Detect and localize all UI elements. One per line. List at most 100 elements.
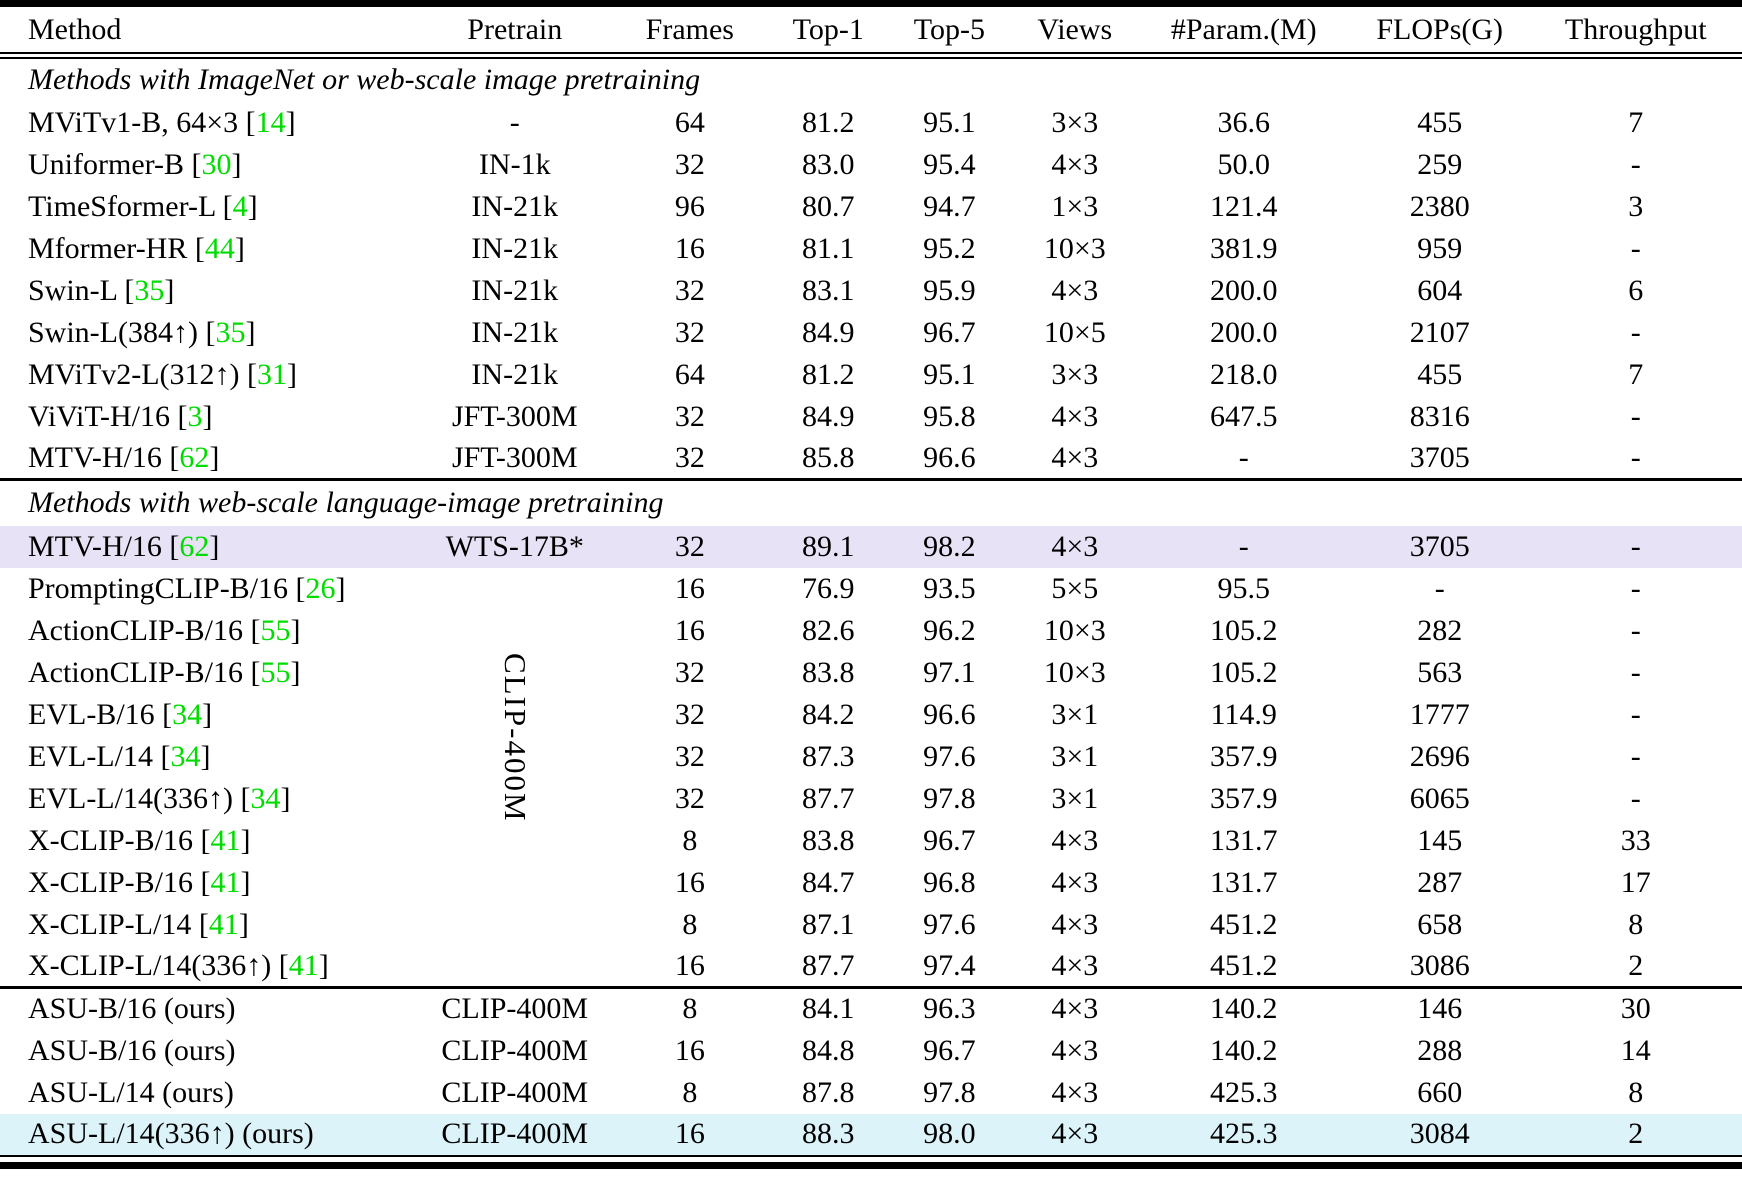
citation-link[interactable]: 55	[260, 613, 291, 647]
method-name: ActionCLIP-B/16	[28, 613, 243, 647]
column-header-flops: FLOPs(G)	[1376, 12, 1504, 46]
cell-top1: 84.7	[802, 865, 855, 899]
cell-pretrain: CLIP-400M	[441, 1117, 589, 1150]
cell-pretrain	[420, 652, 610, 694]
method-name: X-CLIP-L/14(336↑)	[28, 948, 272, 982]
table-row: X-CLIP-L/14 [41] 8 87.1 97.6 4×3 451.2 658 8	[0, 904, 1742, 946]
cell-views: 3×3	[1051, 357, 1099, 391]
citation-link[interactable]: 34	[172, 697, 203, 731]
cell-flops: 455	[1417, 105, 1463, 139]
cell-flops: 1777	[1409, 697, 1470, 731]
section-header: Methods with web-scale language-image pr…	[28, 486, 664, 520]
cell-throughput: -	[1630, 781, 1641, 815]
method-name: MViTv1-B, 64×3	[28, 105, 239, 139]
citation-link[interactable]: 35	[215, 315, 246, 349]
cell-frames: 32	[674, 739, 705, 773]
citation-link[interactable]: 14	[255, 105, 286, 139]
cell-params: 131.7	[1209, 823, 1278, 857]
citation-link[interactable]: 3	[187, 399, 203, 433]
table-row: EVL-L/14(336↑) [34] 32 87.7 97.8 3×1 357.9 606…	[0, 778, 1742, 820]
method-name: EVL-L/14(336↑)	[28, 781, 233, 815]
citation-link[interactable]: 35	[134, 273, 165, 307]
citation-link[interactable]: 44	[204, 231, 235, 265]
citation-link[interactable]: 55	[260, 655, 291, 689]
cell-top5: 96.7	[923, 315, 976, 349]
citation-link[interactable]: 34	[170, 739, 201, 773]
cell-pretrain: CLIP-400M	[441, 1033, 589, 1067]
cell-views: 3×3	[1051, 105, 1099, 139]
cell-method: ActionCLIP-B/16 [55]	[28, 613, 301, 647]
cell-top5: 96.6	[923, 440, 976, 474]
cell-top1: 83.1	[802, 273, 855, 307]
table-row: ASU-B/16 (ours) CLIP-400M 16 84.8 96.7 4×3 140…	[0, 1030, 1742, 1072]
cell-pretrain: IN-21k	[471, 357, 559, 391]
cell-frames: 32	[674, 399, 705, 433]
cell-frames: 32	[674, 315, 705, 349]
cell-method: MTV-H/16 [62]	[28, 529, 220, 563]
citation-link[interactable]: 62	[179, 440, 210, 474]
cell-throughput: -	[1630, 655, 1641, 689]
citation-link[interactable]: 41	[208, 907, 239, 941]
cell-throughput: 33	[1620, 823, 1651, 857]
cell-method: MViTv1-B, 64×3 [14]	[28, 105, 296, 139]
cell-throughput: -	[1630, 529, 1641, 563]
cell-params: 218.0	[1209, 357, 1278, 391]
cell-method: Swin-L(384↑) [35]	[28, 315, 256, 349]
cell-params: 140.2	[1209, 992, 1278, 1026]
cell-flops: 2380	[1409, 189, 1470, 223]
column-header-top5: Top-5	[913, 12, 985, 46]
cell-flops: 282	[1417, 613, 1463, 647]
table-row: ASU-L/14(336↑) (ours) CLIP-400M 16 88.3 98.0…	[0, 1113, 1742, 1156]
cell-views: 3×1	[1051, 697, 1099, 731]
cell-top5: 97.4	[923, 948, 976, 982]
cell-frames: 32	[674, 529, 705, 563]
method-name: EVL-B/16	[28, 697, 155, 731]
citation-link[interactable]: 34	[250, 781, 281, 815]
cell-throughput: 3	[1628, 189, 1644, 223]
citation-link[interactable]: 41	[288, 948, 319, 982]
table-row: MViTv1-B, 64×3 [14] - 64 81.2 95.1 3×3 36.6 455…	[0, 102, 1742, 144]
cell-views: 4×3	[1051, 865, 1099, 899]
cell-pretrain: IN-21k	[471, 315, 559, 349]
table-row: TimeSformer-L [4] IN-21k 96 80.7 94.7 1×3 121.…	[0, 186, 1742, 228]
method-name: X-CLIP-L/14	[28, 907, 192, 941]
cell-top5: 98.2	[923, 529, 976, 563]
cell-throughput: 7	[1628, 105, 1644, 139]
column-header-method: Method	[28, 12, 122, 46]
cell-views: 4×3	[1051, 273, 1099, 307]
cell-throughput: 6	[1628, 273, 1644, 307]
cell-frames: 32	[674, 273, 705, 307]
cell-throughput: -	[1630, 440, 1641, 474]
section-header-row: Methods with web-scale language-image pr…	[0, 480, 1742, 526]
citation-link[interactable]: 41	[210, 823, 241, 857]
cell-pretrain	[420, 820, 610, 862]
citation-link[interactable]: 30	[201, 147, 232, 181]
table-row: ViViT-H/16 [3] JFT-300M 32 84.9 95.8 4×3 647.5…	[0, 396, 1742, 438]
citation-link[interactable]: 4	[232, 189, 248, 223]
cell-views: 4×3	[1051, 823, 1099, 857]
cell-top5: 97.6	[923, 739, 976, 773]
table-row: Mformer-HR [44] IN-21k 16 81.1 95.2 10×3 381.9…	[0, 228, 1742, 270]
cell-top1: 80.7	[802, 189, 855, 223]
section-image-pretraining: Methods with ImageNet or web-scale image…	[0, 56, 1742, 480]
cell-params: 357.9	[1209, 739, 1278, 773]
citation-link[interactable]: 41	[210, 865, 241, 899]
cell-flops: 3084	[1409, 1117, 1470, 1150]
citation-link[interactable]: 62	[179, 529, 210, 563]
cell-method: ViViT-H/16 [3]	[28, 399, 213, 433]
cell-top5: 96.2	[923, 613, 976, 647]
cell-top1: 81.2	[802, 357, 855, 391]
cell-pretrain	[420, 778, 610, 820]
column-header-params: #Param.(M)	[1170, 12, 1317, 46]
method-name: PromptingCLIP-B/16	[28, 571, 289, 605]
method-name: ASU-L/14(336↑) (ours)	[28, 1117, 314, 1150]
citation-link[interactable]: 26	[305, 571, 336, 605]
cell-frames: 64	[674, 357, 705, 391]
citation-link[interactable]: 31	[257, 357, 287, 391]
cell-flops: 3086	[1409, 948, 1470, 982]
cell-views: 4×3	[1051, 992, 1099, 1026]
cell-throughput: -	[1630, 613, 1641, 647]
cell-views: 3×1	[1051, 781, 1099, 815]
cell-throughput: -	[1630, 315, 1641, 349]
header-row: Method Pretrain Frames Top-1 Top-5 Views…	[0, 4, 1742, 56]
